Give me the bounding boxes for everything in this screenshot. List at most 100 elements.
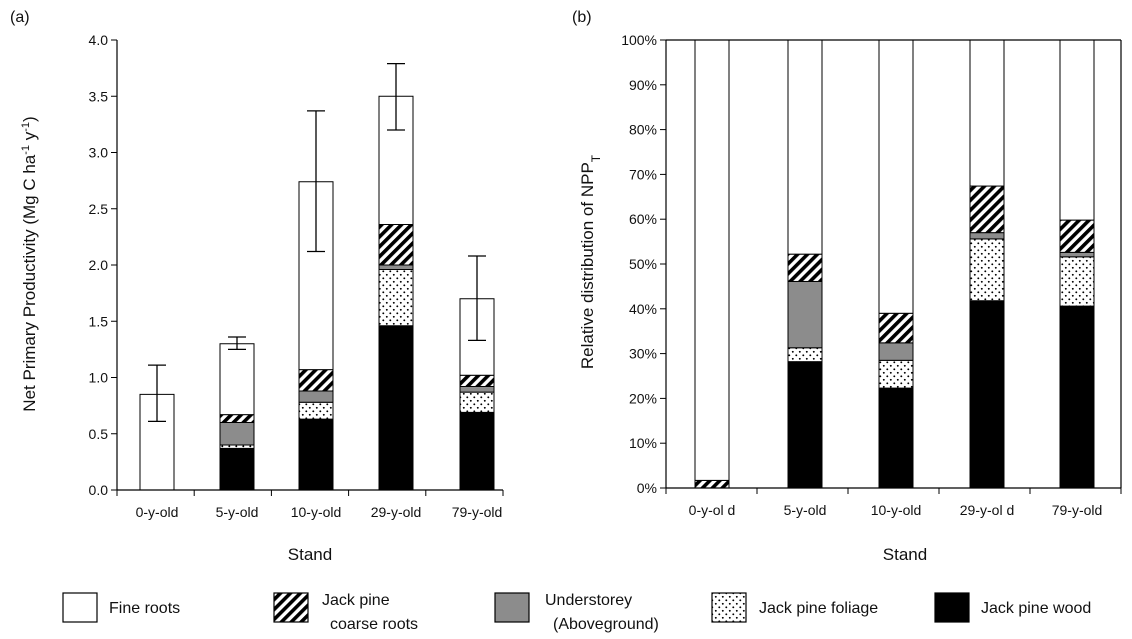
bar-segment-coarse-roots (1059, 219, 1095, 253)
bar-segment-coarse-roots (694, 479, 730, 489)
bar-segment-coarse-roots (378, 224, 414, 266)
bar-segment-understorey (219, 422, 255, 446)
x-tick-label: 29-y-old (371, 504, 422, 520)
bar-segment-wood (378, 325, 414, 491)
bar-segment-foliage (219, 444, 255, 449)
bar-segment-wood (1059, 305, 1095, 489)
y-tick-label: 30% (629, 346, 657, 362)
x-tick-label: 29-y-ol d (960, 502, 1014, 518)
bar-segment-foliage (1059, 256, 1095, 307)
panel-a-bars (139, 95, 495, 491)
panel-a-chart: (a) 0.0 0.5 1.0 1.5 2.0 2.5 3.0 3.5 4.0 0-y-old 5… (10, 9, 504, 564)
panel-a-x-axis-title: Stand (288, 545, 332, 564)
x-tick-label: 10-y-old (871, 502, 922, 518)
bar-segment-coarse-roots (459, 374, 495, 387)
x-tick-label: 5-y-old (216, 504, 259, 520)
panel-a-y-axis-title: Net Primary Productivity (Mg C ha-1 y-1) (20, 116, 39, 411)
legend-item-foliage: Jack pine foliage (711, 592, 878, 623)
y-tick-label: 60% (629, 211, 657, 227)
bar-segment-wood (219, 447, 255, 491)
bar-segment-fine-roots (878, 39, 914, 314)
panel-a-error-bars (148, 62, 486, 423)
panel-a-label: (a) (10, 9, 30, 26)
bar-segment-wood (878, 387, 914, 489)
legend-swatch (934, 592, 970, 623)
x-tick-label: 10-y-old (291, 504, 342, 520)
y-tick-label: 2.0 (89, 257, 109, 273)
bar-segment-fine-roots (969, 39, 1005, 187)
bar-segment-understorey (787, 280, 823, 349)
panel-b-chart: (b) 0% 10% 20% 30% 40% 50% 60% 70% 80% 90% 100% 0-… (572, 9, 1122, 564)
y-tick-label: 80% (629, 122, 657, 138)
bar-segment-foliage (459, 391, 495, 413)
legend-swatch (273, 592, 309, 623)
x-tick-label: 0-y-old (136, 504, 179, 520)
y-tick-label: 50% (629, 256, 657, 272)
panel-b-y-axis-title: Relative distribution of NPPT (578, 154, 603, 369)
bar-segment-understorey (969, 232, 1005, 240)
bar-segment-fine-roots (694, 39, 730, 481)
bar-segment-understorey (378, 264, 414, 270)
bar-segment-fine-roots (1059, 39, 1095, 221)
panel-b-x-ticks: 0-y-ol d 5-y-old 10-y-old 29-y-ol d 79-y-old (665, 488, 1122, 518)
y-tick-label: 4.0 (89, 32, 109, 48)
y-tick-label: 3.0 (89, 145, 109, 161)
y-tick-label: 3.5 (89, 88, 109, 104)
bar-segment-wood (787, 361, 823, 489)
legend-label: coarse roots (330, 616, 418, 633)
panel-b-axes (665, 39, 1122, 489)
y-tick-label: 1.5 (89, 313, 109, 329)
legend-swatch (494, 592, 530, 623)
bar-segment-wood (298, 418, 334, 491)
bar-segment-understorey (459, 386, 495, 393)
bar-segment-coarse-roots (787, 253, 823, 282)
bar-segment-fine-roots (787, 39, 823, 255)
legend-item-wood: Jack pine wood (934, 592, 1091, 623)
bar-segment-coarse-roots (219, 414, 255, 423)
x-tick-label: 79-y-old (1052, 502, 1103, 518)
y-tick-label: 40% (629, 301, 657, 317)
bar-segment-foliage (298, 401, 334, 420)
y-tick-label: 2.5 (89, 201, 109, 217)
y-tick-label: 0.5 (89, 426, 109, 442)
panel-a-axes (116, 40, 503, 491)
bar-segment-understorey (298, 390, 334, 403)
legend-label: (Aboveground) (553, 616, 659, 633)
y-tick-label: 70% (629, 166, 657, 182)
panel-b-label: (b) (572, 9, 592, 26)
legend-label: Jack pine wood (981, 600, 1091, 617)
bar-segment-coarse-roots (969, 185, 1005, 234)
bar-segment-foliage (969, 238, 1005, 302)
y-tick-label: 1.0 (89, 370, 109, 386)
x-tick-label: 79-y-old (452, 504, 503, 520)
legend-swatch (711, 592, 747, 623)
legend-label: Jack pine foliage (759, 600, 878, 617)
panel-a-y-ticks: 0.0 0.5 1.0 1.5 2.0 2.5 3.0 3.5 4.0 (89, 32, 117, 498)
legend-item-understorey: Understorey (Aboveground) (494, 592, 659, 633)
x-tick-label: 0-y-ol d (689, 502, 736, 518)
bar-segment-foliage (378, 269, 414, 327)
bar-segment-understorey (1059, 251, 1095, 258)
bar-segment-coarse-roots (298, 369, 334, 392)
legend-item-fine-roots: Fine roots (62, 592, 180, 623)
legend-swatch (62, 592, 98, 623)
panel-b-y-ticks: 0% 10% 20% 30% 40% 50% 60% 70% 80% 90% 100% (621, 32, 666, 496)
y-tick-label: 0% (637, 480, 657, 496)
y-tick-label: 20% (629, 390, 657, 406)
y-tick-label: 100% (621, 32, 657, 48)
panel-b-bars (694, 39, 1095, 489)
bar-segment-wood (969, 300, 1005, 489)
bar-segment-coarse-roots (878, 312, 914, 344)
bar-segment-understorey (878, 342, 914, 361)
legend: Fine roots Jack pine coarse roots Understor… (62, 592, 1091, 633)
y-tick-label: 10% (629, 435, 657, 451)
bar-segment-foliage (787, 347, 823, 363)
panel-a-x-ticks: 0-y-old 5-y-old 10-y-old 29-y-old 79-y-old (116, 490, 504, 520)
y-tick-label: 0.0 (89, 482, 109, 498)
bar-segment-foliage (878, 359, 914, 389)
bar-segment-fine-roots (219, 343, 255, 416)
bar-segment-wood (459, 411, 495, 491)
legend-label: Jack pine (322, 592, 390, 609)
legend-label: Fine roots (109, 600, 180, 617)
